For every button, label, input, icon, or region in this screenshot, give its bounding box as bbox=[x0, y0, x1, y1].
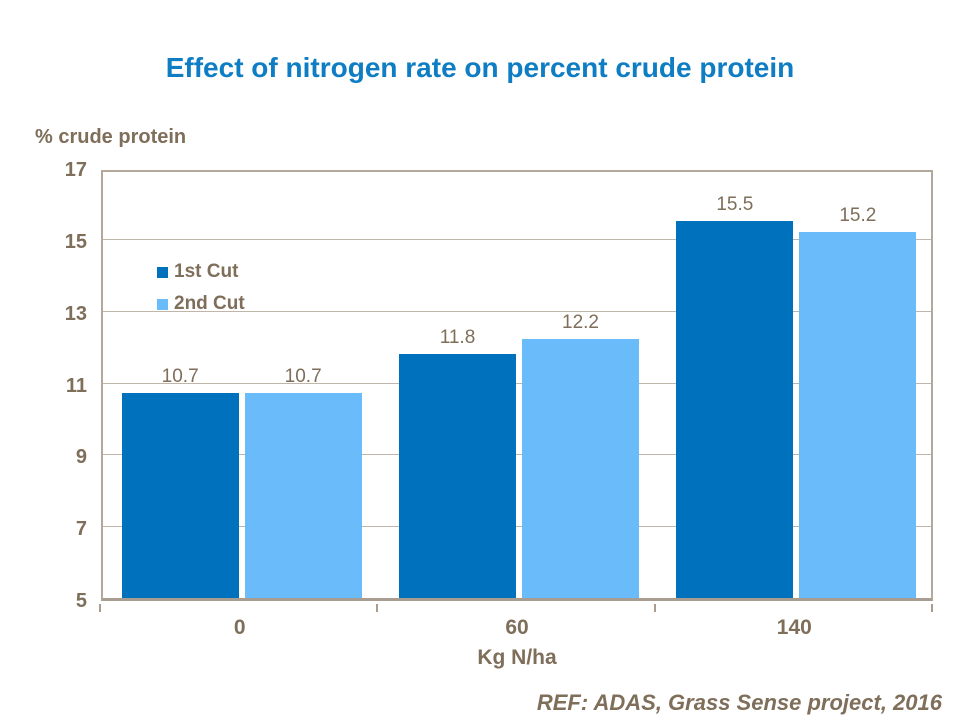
legend-item-1st-cut: 1st Cut bbox=[157, 260, 245, 284]
bar-value-label: 12.2 bbox=[562, 312, 599, 334]
y-tick-label-17: 17 bbox=[64, 159, 87, 181]
bar-value-label: 15.2 bbox=[839, 204, 877, 226]
bar-value-label: 11.8 bbox=[439, 326, 476, 348]
gridline-y-9 bbox=[103, 454, 931, 456]
y-tick-label-9: 9 bbox=[75, 446, 87, 469]
gridline-y-11 bbox=[103, 382, 931, 384]
bar-2nd-cut-60 bbox=[522, 339, 639, 598]
x-category-label-60: 60 bbox=[505, 616, 529, 639]
y-tick-label-11: 11 bbox=[65, 374, 87, 397]
bar-1st-cut-60 bbox=[399, 353, 516, 598]
gridline-y-7 bbox=[103, 526, 931, 528]
y-tick-label-13: 13 bbox=[64, 302, 87, 325]
bar-value-label: 15.5 bbox=[716, 193, 754, 215]
x-axis-title: Kg N/ha bbox=[477, 646, 557, 669]
legend-item-2nd-cut: 2nd Cut bbox=[157, 292, 245, 316]
bar-1st-cut-0 bbox=[121, 393, 239, 598]
x-axis-tick bbox=[653, 604, 656, 612]
y-tick-label-5: 5 bbox=[75, 590, 87, 612]
bar-value-label: 10.7 bbox=[284, 366, 322, 388]
legend-swatch-icon bbox=[157, 266, 168, 278]
x-axis-tick bbox=[931, 604, 933, 612]
legend: 1st Cut 2nd Cut bbox=[157, 260, 245, 324]
x-category-label-140: 140 bbox=[776, 616, 812, 639]
y-tick-label-15: 15 bbox=[64, 230, 87, 253]
chart-title: Effect of nitrogen rate on percent crude… bbox=[165, 52, 795, 83]
x-axis-tick bbox=[99, 604, 101, 612]
gridline-y-13 bbox=[103, 310, 931, 312]
legend-label: 2nd Cut bbox=[174, 293, 245, 314]
bar-2nd-cut-140 bbox=[799, 231, 917, 598]
y-tick-label-7: 7 bbox=[75, 518, 87, 541]
bar-2nd-cut-0 bbox=[244, 393, 362, 598]
plot-area: 1st Cut 2nd Cut 10.7 10.7 11.8 12.2 15.5 15.2 bbox=[101, 170, 933, 601]
reference-text: REF: ADAS, Grass Sense project, 2016 bbox=[536, 690, 942, 715]
legend-swatch-icon bbox=[157, 298, 168, 310]
bar-value-label: 10.7 bbox=[161, 366, 199, 388]
bar-1st-cut-140 bbox=[676, 220, 794, 598]
gridline-y-15 bbox=[103, 238, 931, 240]
legend-label: 1st Cut bbox=[174, 261, 239, 282]
x-category-label-0: 0 bbox=[233, 616, 246, 639]
y-axis-title: % crude protein bbox=[35, 126, 187, 148]
x-axis-tick bbox=[376, 604, 379, 612]
